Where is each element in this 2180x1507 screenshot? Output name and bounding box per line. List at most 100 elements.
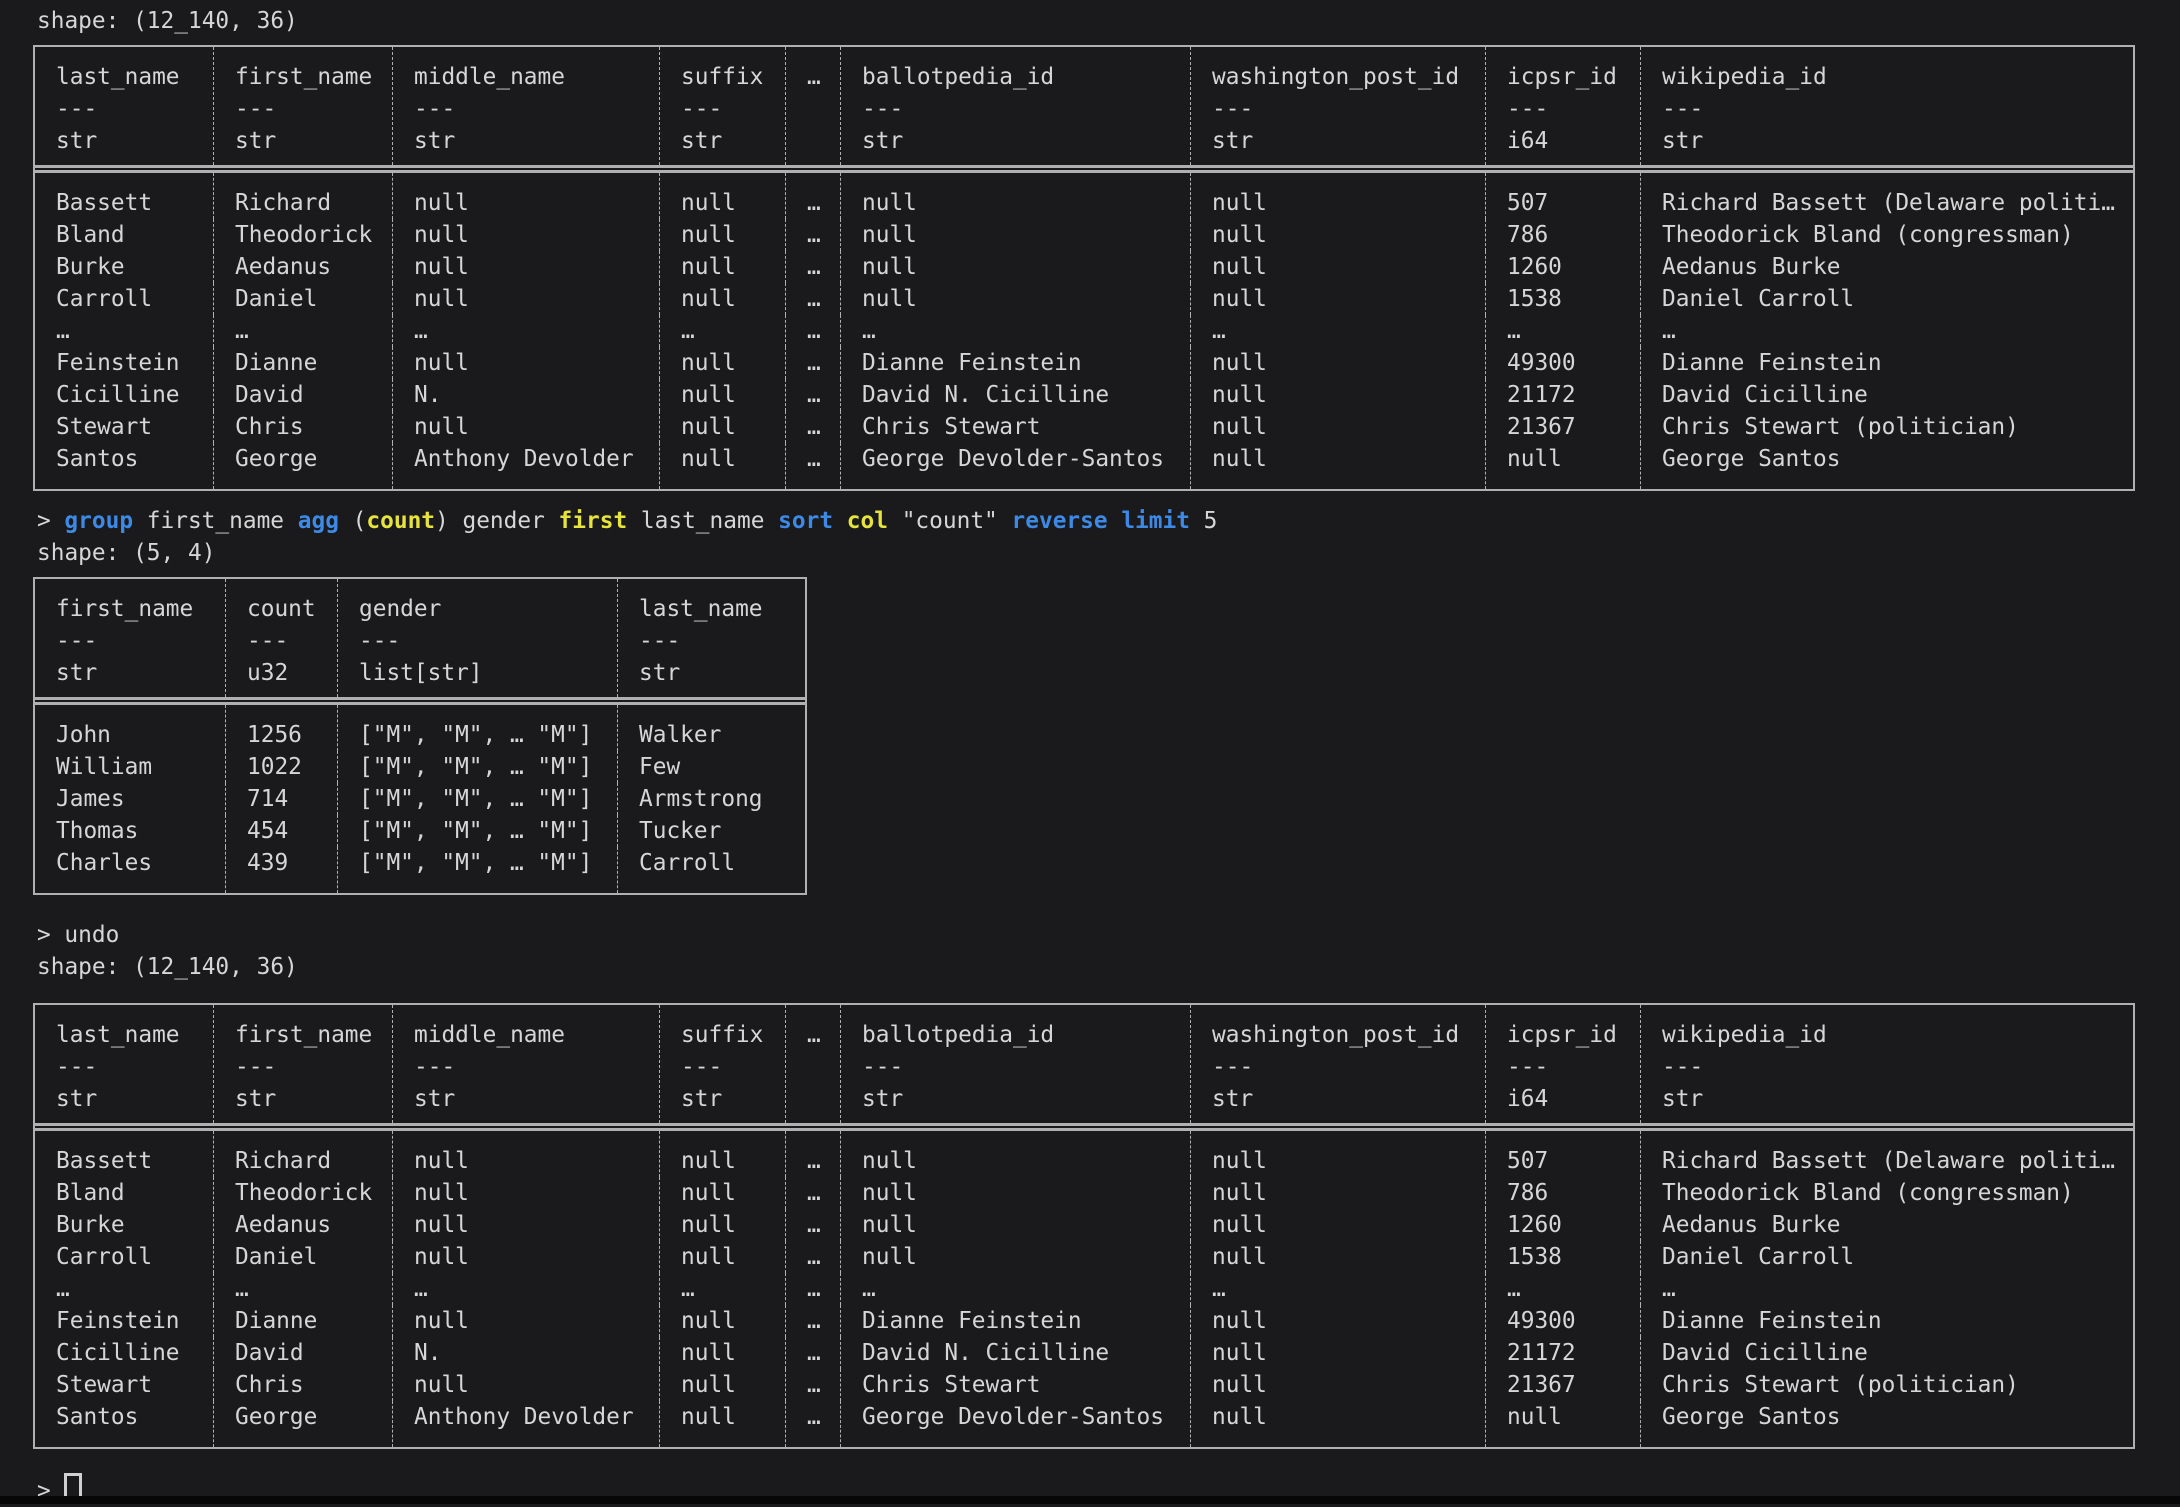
command-token: first_name [133,508,298,534]
table-cell: Bland [56,222,125,248]
command-token: reverse [1011,508,1108,534]
table-cell: 21172 [1485,379,1640,411]
table-cell: John [56,722,111,748]
table-cell: null [1190,1177,1485,1209]
column-separator: --- [56,1054,98,1080]
column-dtype: str [862,128,904,154]
column-separator: --- [56,96,98,122]
table-cell: Charles [56,850,153,876]
table-cell: … [785,411,840,443]
column-header: icpsr_id --- i64 [1485,1005,1640,1123]
column-dtype: str [681,1086,723,1112]
column-header: first_name --- str [35,579,225,697]
table-cell: Feinstein [56,350,180,376]
table-cell: null [659,1131,785,1177]
column-dtype: str [56,660,98,686]
column-header: first_name --- str [213,1005,392,1123]
table-cell: … [785,1131,840,1177]
column-header: wikipedia_id --- str [1640,1005,2133,1123]
column-name: last_name [639,596,763,622]
table-cell: Tucker [617,815,805,847]
table-cell: 454 [225,815,337,847]
table-cell: … [56,1276,70,1302]
command-token: limit [1121,508,1190,534]
column-separator: --- [1662,1054,1704,1080]
table-cell: null [659,1209,785,1241]
table-cell: null [392,283,659,315]
table-cell: 1538 [1485,1241,1640,1273]
column-name: count [247,596,316,622]
table-cell: … [785,1337,840,1369]
table-cell: Armstrong [617,783,805,815]
table-cell: null [659,411,785,443]
screen-bottom-edge [0,1496,2180,1504]
column-header: middle_name --- str [392,1005,659,1123]
table-cell: null [659,1337,785,1369]
command-token: group [64,508,134,534]
column-dtype: i64 [1507,128,1549,154]
table-cell: null [1190,347,1485,379]
table-cell: Stewart [56,1372,153,1398]
command-line: > group first_name agg (count) gender fir… [33,505,2180,537]
table-cell: 21172 [1485,1337,1640,1369]
table-cell: null [659,1241,785,1273]
column-header: suffix --- str [659,1005,785,1123]
column-name: washington_post_id [1212,64,1460,90]
column-name: washington_post_id [1212,1022,1460,1048]
table-cell: Theodorick Bland (congressman) [1640,1177,2133,1209]
table-cell: 21367 [1485,1369,1640,1401]
table-cell: ["M", "M", … "M"] [337,847,617,893]
command-token: undo [64,922,120,948]
column-separator: --- [414,96,456,122]
table-cell: … [659,1273,785,1305]
table-cell: Chris Stewart [840,1369,1190,1401]
table-cell: … [1485,315,1640,347]
table-cell: 49300 [1485,1305,1640,1337]
table-cell: … [659,315,785,347]
table-cell: Thomas [56,818,139,844]
table-cell: Carroll [617,847,805,893]
table-cell: 507 [1485,173,1640,219]
column-separator: --- [1662,96,1704,122]
column-name: gender [359,596,442,622]
table-cell: null [1190,251,1485,283]
table-cell: … [785,1369,840,1401]
command-token: sort [778,508,834,534]
column-separator: --- [681,1054,723,1080]
table-cell: null [659,1305,785,1337]
table-cell: … [785,1177,840,1209]
table-cell: Dianne [213,1305,392,1337]
table-cell: Cicilline [56,1340,180,1366]
column-name: middle_name [414,64,565,90]
table-cell: Carroll [56,286,153,312]
table-cell: Walker [617,705,805,751]
column-separator: --- [1507,96,1549,122]
table-cell: Santos [56,1404,139,1430]
table-cell: David N. Cicilline [840,379,1190,411]
column-header: washington_post_id --- str [1190,1005,1485,1123]
table-cell: Cicilline [56,382,180,408]
table-cell: null [392,1305,659,1337]
table-cell: Bassett [56,190,153,216]
table-cell: Theodorick [213,1177,392,1209]
table-cell: … [785,347,840,379]
table-cell: null [840,1209,1190,1241]
command-tokens: group first_name agg (count) gender firs… [64,508,1217,534]
table-cell: David Cicilline [1640,379,2133,411]
table-cell: Stewart [56,414,153,440]
table-cell: Daniel [213,1241,392,1273]
table-cell: … [213,1273,392,1305]
table-cell: N. [392,379,659,411]
table-cell: … [785,1273,840,1305]
column-dtype: i64 [1507,1086,1549,1112]
table-cell: Burke [56,1212,125,1238]
table-cell: David Cicilline [1640,1337,2133,1369]
column-dtype: u32 [247,660,289,686]
table-cell: … [392,1273,659,1305]
column-dtype: str [1212,128,1254,154]
column-header: first_name --- str [213,47,392,165]
column-name: last_name [56,64,180,90]
table-cell: George Santos [1640,1401,2133,1447]
table-cell: George [213,1401,392,1447]
